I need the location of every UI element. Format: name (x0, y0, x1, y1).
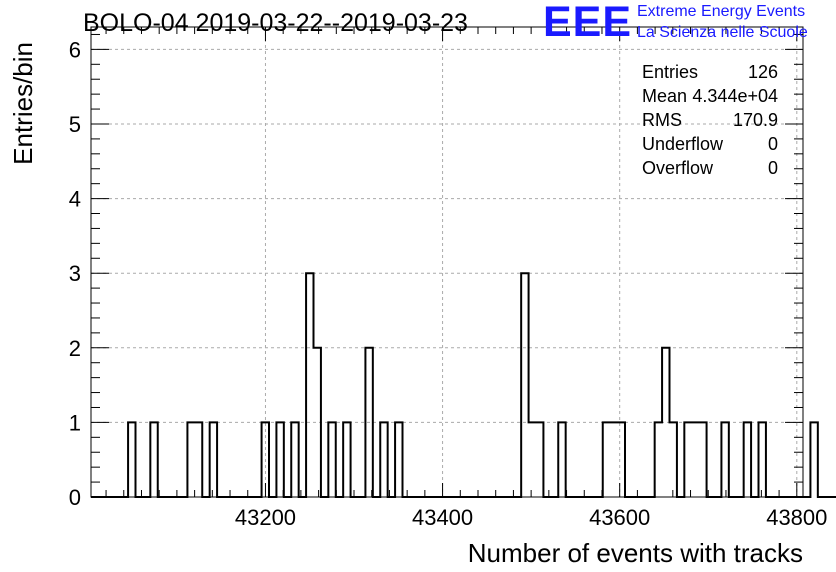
histogram-bin (291, 422, 298, 497)
histogram-bin (380, 422, 387, 497)
histogram-bin (618, 422, 625, 497)
stats-row: Underflow 0 (642, 132, 778, 156)
y-axis-label: Entries/bin (8, 42, 38, 165)
stats-row: RMS 170.9 (642, 108, 778, 132)
histogram-bin (536, 422, 543, 497)
grid-layer (91, 27, 803, 497)
histogram-bin (128, 422, 135, 497)
y-tick-label: 6 (69, 37, 81, 62)
histogram-bin (655, 422, 662, 497)
logo-line-2: La Scienza nelle Scuole (637, 24, 808, 41)
histogram-bin (306, 273, 313, 497)
eee-logo-mark: EEE (543, 0, 633, 46)
x-tick-label: 43800 (766, 505, 827, 530)
histogram-bin (187, 422, 194, 497)
plot-frame (90, 26, 804, 498)
stats-value: 170.9 (732, 110, 778, 130)
stats-row: Entries 126 (642, 60, 778, 84)
stats-label: RMS (642, 110, 682, 130)
histogram-bin (150, 422, 157, 497)
y-tick-label: 5 (69, 112, 81, 137)
histogram-bin (810, 422, 817, 497)
stats-value: 126 (747, 62, 778, 82)
x-tick-label: 43400 (412, 505, 473, 530)
stats-label: Mean (642, 86, 688, 106)
histogram-bin (521, 273, 528, 497)
histogram-bin (699, 422, 706, 497)
logo-line-1: Extreme Energy Events (637, 3, 806, 20)
stats-box: Entries 126 Mean 4.344e+04 RMS 170.9 Underf… (642, 60, 778, 180)
chart-title: BOLO-04 2019-03-22--2019-03-23 (83, 9, 468, 37)
y-tick-label: 3 (69, 261, 81, 286)
y-tick-label: 1 (69, 410, 81, 435)
histogram-bin (210, 422, 217, 497)
histogram-bin (558, 422, 565, 497)
stats-label: Entries (642, 62, 699, 82)
stats-value: 0 (767, 158, 778, 178)
stats-value: 4.344e+04 (692, 86, 778, 106)
histogram-bin (195, 422, 202, 497)
histogram-bin (684, 422, 691, 497)
histogram-bin (529, 422, 536, 497)
histogram-bin (692, 422, 699, 497)
histogram-bin (721, 422, 728, 497)
histogram-bin (395, 422, 402, 497)
axis-layer: 43200 43400 43600 43800 0 1 2 3 4 5 6 Number of eve… (8, 26, 827, 568)
histogram-bin (610, 422, 617, 497)
y-tick-label: 4 (69, 187, 81, 212)
histogram-bin (328, 422, 335, 497)
x-tick-label: 43600 (589, 505, 650, 530)
y-tick-label: 2 (69, 336, 81, 361)
stats-value: 0 (767, 134, 778, 154)
histogram-bin (603, 422, 610, 497)
histogram-bin (343, 422, 350, 497)
histogram-bin (744, 422, 751, 497)
histogram-bin (276, 422, 283, 497)
y-tick-label: 0 (69, 485, 81, 510)
x-tick-label: 43200 (235, 505, 296, 530)
stats-row: Overflow 0 (642, 156, 778, 180)
histogram-bin (759, 422, 766, 497)
stats-row: Mean 4.344e+04 (642, 84, 778, 108)
histogram-bin (670, 422, 677, 497)
stats-label: Underflow (642, 134, 724, 154)
x-axis-label: Number of events with tracks (468, 538, 803, 568)
stats-label: Overflow (642, 158, 714, 178)
